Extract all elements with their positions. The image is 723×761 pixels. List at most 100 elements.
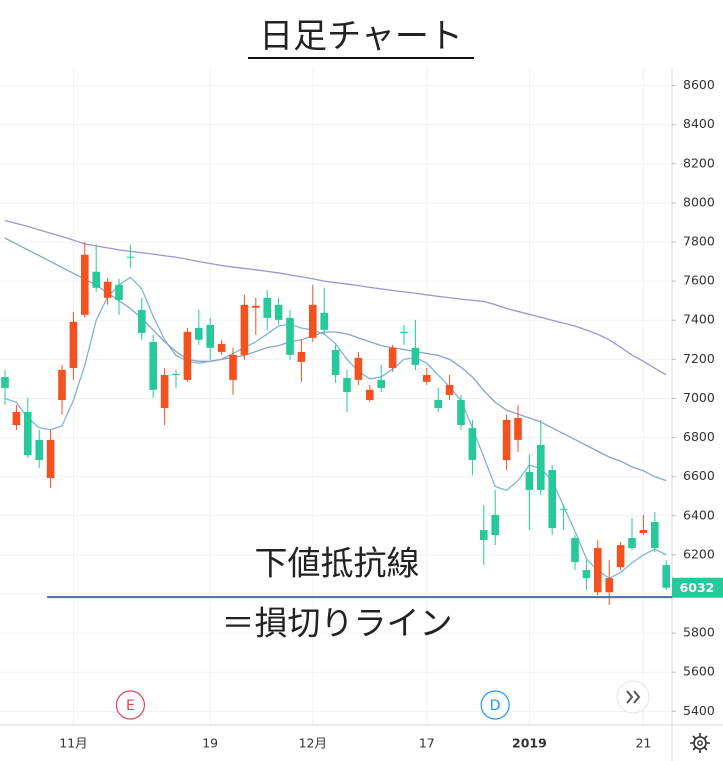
candle-body: [92, 271, 100, 288]
moving-average: [4, 219, 667, 376]
candle-body: [514, 418, 522, 440]
candle-body: [457, 400, 465, 426]
candle-body: [274, 304, 283, 320]
x-tick-label: 2019: [512, 736, 547, 751]
candle-body: [138, 309, 146, 333]
candle-body: [582, 570, 591, 579]
candle-body: [81, 254, 89, 315]
y-tick-label: 5600: [683, 664, 715, 679]
grid: [0, 68, 672, 725]
candle-body: [240, 304, 249, 355]
candle-body: [605, 578, 613, 593]
last-price-label: 6032: [680, 580, 715, 595]
annotation: ＝損切りライン: [222, 604, 453, 643]
candle-body: [548, 470, 556, 529]
candle-body: [286, 317, 294, 355]
candle-body: [297, 351, 306, 362]
y-tick-label: 8400: [683, 116, 715, 131]
x-tick-label: 17: [419, 736, 435, 751]
x-tick-label: 19: [202, 736, 218, 751]
candle-body: [366, 389, 374, 401]
candle-body: [491, 514, 499, 536]
y-tick-label: 6600: [683, 468, 715, 483]
candle-body: [217, 343, 226, 352]
event-label: D: [490, 698, 501, 714]
candle-body: [639, 530, 648, 533]
candle-body: [126, 256, 135, 258]
event-marker: [480, 690, 510, 720]
candle-body: [195, 327, 203, 340]
candle-body: [24, 411, 32, 456]
y-tick-label: 5400: [683, 703, 715, 718]
y-tick-label: 6400: [683, 507, 715, 522]
y-tick-label: 7800: [683, 234, 715, 249]
candle-body: [35, 439, 43, 461]
x-tick-label: 12月: [299, 736, 327, 751]
event-label: E: [126, 698, 135, 714]
candle-body: [445, 384, 454, 395]
x-tick-label: 11月: [59, 736, 87, 751]
candle-body: [229, 354, 237, 380]
chart-title: 日足チャート: [259, 17, 463, 57]
candle-body: [651, 522, 659, 549]
candle-body: [263, 297, 271, 318]
candle-body: [400, 331, 408, 333]
gear-teeth[interactable]: [690, 733, 710, 753]
y-tick-label: 8200: [683, 155, 715, 170]
event-marker: [115, 690, 145, 720]
candle-body: [309, 304, 317, 338]
candle-body: [46, 439, 55, 479]
scroll-button[interactable]: [616, 680, 650, 714]
candle-body: [571, 538, 579, 563]
candle-body: [628, 538, 636, 549]
candle-body: [388, 347, 397, 368]
candle-body: [160, 374, 169, 409]
candle-body: [411, 347, 420, 365]
annotation: 下値抵抗線: [255, 544, 420, 583]
y-tick-label: 8000: [683, 194, 715, 209]
candle-body: [12, 411, 21, 426]
y-tick-label: 7200: [683, 351, 715, 366]
candle-body: [662, 565, 670, 588]
y-tick-label: 7400: [683, 312, 715, 327]
scroll-icon[interactable]: [626, 690, 641, 704]
candle-body: [320, 312, 328, 330]
y-tick-label: 8600: [683, 77, 715, 92]
gear-hub[interactable]: [697, 740, 703, 746]
candle-body: [183, 331, 192, 380]
candle-body: [206, 324, 214, 348]
candle-body: [525, 471, 534, 490]
settings-icon[interactable]: [690, 733, 710, 753]
candle-body: [502, 419, 511, 461]
candle-body: [354, 357, 363, 380]
last-price-box: [672, 577, 723, 598]
candle-body: [115, 284, 123, 300]
candle-body: [537, 444, 545, 490]
moving-average: [4, 276, 667, 580]
candle-body: [103, 281, 112, 298]
candle-body: [423, 374, 431, 382]
candle-body: [149, 341, 157, 390]
candle-body: [331, 349, 340, 375]
candle-body: [172, 373, 180, 375]
y-tick-label: 6800: [683, 429, 715, 444]
plot: [1, 219, 670, 606]
y-tick-label: 6200: [683, 546, 715, 561]
y-tick-label: 5800: [683, 625, 715, 640]
candle-body: [616, 545, 625, 568]
candle-body: [559, 509, 568, 511]
candle-body: [1, 376, 9, 388]
candle-body: [69, 321, 78, 368]
candle-body: [468, 427, 477, 461]
candle-body: [58, 369, 66, 401]
candle-body: [434, 400, 442, 409]
y-tick-label: 7600: [683, 273, 715, 288]
candle-body: [377, 379, 385, 388]
y-tick-label: 7000: [683, 390, 715, 405]
candle-body: [594, 548, 602, 593]
candle-body: [480, 530, 488, 541]
x-tick-label: 21: [635, 736, 651, 751]
candle-body: [252, 305, 260, 308]
